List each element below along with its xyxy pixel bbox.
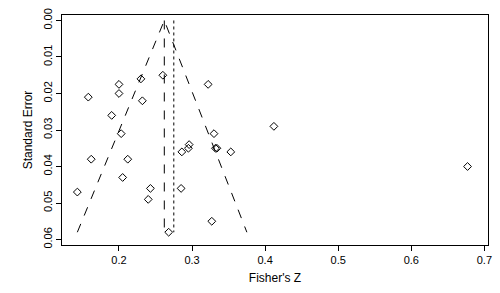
svg-text:Standard Error: Standard Error bbox=[21, 91, 35, 170]
svg-text:0.00: 0.00 bbox=[42, 8, 54, 29]
svg-text:0.2: 0.2 bbox=[111, 254, 126, 266]
svg-text:0.03: 0.03 bbox=[42, 118, 54, 139]
svg-text:0.7: 0.7 bbox=[477, 254, 492, 266]
svg-text:0.06: 0.06 bbox=[42, 227, 54, 248]
svg-text:0.6: 0.6 bbox=[404, 254, 419, 266]
svg-text:0.05: 0.05 bbox=[42, 191, 54, 212]
svg-text:0.02: 0.02 bbox=[42, 81, 54, 102]
svg-text:0.5: 0.5 bbox=[331, 254, 346, 266]
svg-text:0.04: 0.04 bbox=[42, 154, 54, 175]
svg-text:0.01: 0.01 bbox=[42, 45, 54, 66]
svg-text:0.4: 0.4 bbox=[257, 254, 272, 266]
svg-text:0.3: 0.3 bbox=[184, 254, 199, 266]
svg-text:Fisher's Z: Fisher's Z bbox=[249, 271, 301, 285]
